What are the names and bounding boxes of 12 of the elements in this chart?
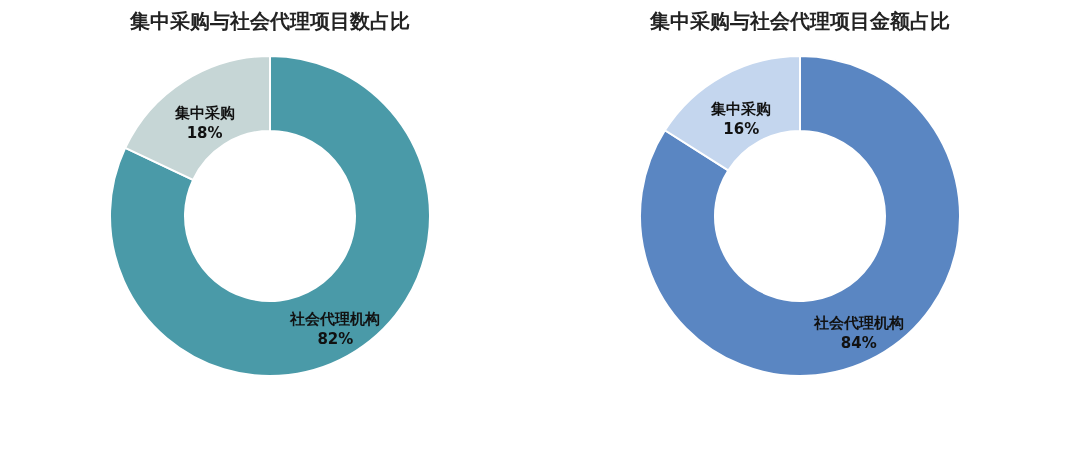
data-label: 18%: [186, 123, 223, 142]
chart-title: 集中采购与社会代理项目数占比: [129, 9, 410, 33]
chart-title: 集中采购与社会代理项目金额占比: [649, 9, 950, 33]
slice-label: 集中采购: [173, 103, 235, 122]
slice-label: 集中采购: [710, 100, 772, 119]
donut-slice: [109, 55, 431, 377]
data-label: 82%: [317, 330, 354, 349]
slice-label: 社会代理机构: [812, 313, 904, 332]
slice-label: 社会代理机构: [289, 310, 381, 329]
data-label: 16%: [723, 120, 760, 139]
donut-slice: [639, 55, 961, 377]
data-label: 84%: [840, 333, 877, 352]
